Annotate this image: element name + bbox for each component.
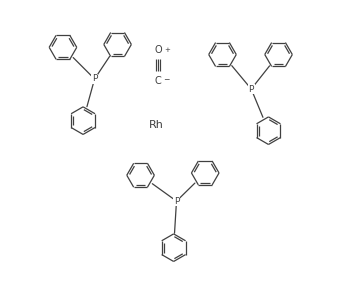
Text: P: P <box>92 74 97 84</box>
Text: P: P <box>249 84 254 93</box>
Text: O: O <box>154 45 162 54</box>
Text: C: C <box>155 76 161 86</box>
Text: Rh: Rh <box>149 120 164 130</box>
Text: +: + <box>164 47 170 52</box>
Text: P: P <box>174 197 179 206</box>
Text: −: − <box>163 76 170 84</box>
